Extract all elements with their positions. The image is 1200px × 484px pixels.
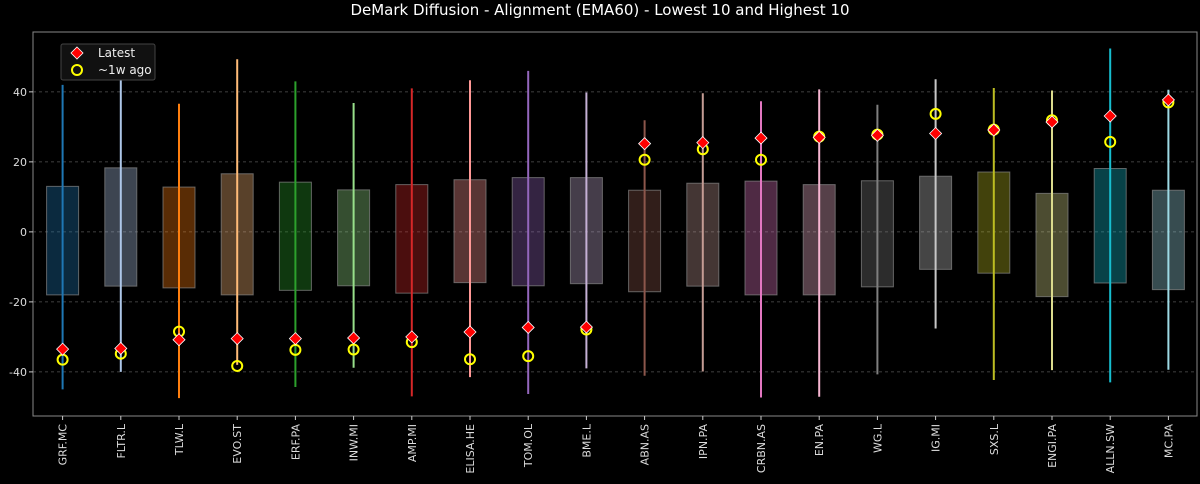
week-ago-point: [638, 153, 651, 166]
box-EVO.ST: [220, 59, 254, 372]
latest-point: [521, 320, 535, 335]
latest-point: [230, 332, 244, 346]
latest-point: [638, 137, 652, 151]
x-tick-label: BME.L: [580, 423, 593, 457]
box-EN.PA: [802, 89, 836, 397]
box-TLW.L: [162, 103, 196, 399]
box-IG.MI: [919, 79, 953, 329]
week-ago-point: [231, 359, 244, 372]
legend-label-latest: Latest: [98, 46, 135, 60]
latest-point: [347, 331, 361, 345]
x-tick-label: TLW.L: [173, 423, 186, 456]
x-tick-label: ALLN.SW: [1104, 424, 1117, 473]
x-tick-label: INW.MI: [348, 424, 361, 461]
x-tick-label: TOM.OL: [522, 423, 535, 468]
week-ago-point: [464, 353, 476, 366]
latest-point: [754, 131, 768, 145]
x-tick-label: SXS.L: [988, 423, 1001, 455]
x-tick-label: EN.PA: [813, 424, 826, 457]
x-tick-label: IPN.PA: [697, 424, 710, 460]
latest-point: [172, 333, 186, 347]
latest-point: [405, 330, 419, 344]
box-FLTR.L: [104, 74, 138, 372]
latest-point: [579, 320, 593, 334]
x-tick-label: ERF.PA: [289, 424, 302, 461]
box-AMP.MI: [395, 88, 429, 397]
box-MC.PA: [1151, 89, 1185, 370]
box-IPN.PA: [686, 93, 720, 372]
x-tick-label: ABN.AS: [639, 424, 652, 465]
chart-title: DeMark Diffusion - Alignment (EMA60) - L…: [350, 1, 849, 19]
plot-frame: [32, 31, 1198, 417]
y-tick-label: 0: [20, 226, 27, 239]
box-ABN.AS: [628, 120, 662, 376]
x-tick-label: CRBN.AS: [755, 424, 768, 473]
latest-point: [463, 325, 477, 339]
legend-label-week-ago: ~1w ago: [98, 63, 152, 77]
legend-circle-icon: [71, 64, 83, 76]
legend: Latest ~1w ago: [60, 43, 156, 81]
box-BME.L: [569, 92, 603, 369]
latest-point: [1161, 93, 1175, 107]
week-ago-point: [522, 350, 535, 363]
grid: [33, 91, 1197, 373]
x-tick-label: FLTR.L: [115, 423, 128, 458]
week-ago-point: [1104, 135, 1117, 148]
y-tick-label: 20: [13, 156, 27, 169]
box-ELISA.HE: [453, 80, 487, 378]
latest-point: [114, 341, 128, 356]
x-tick-label: MC.PA: [1162, 424, 1175, 459]
x-tick-label: EVO.ST: [231, 424, 244, 464]
legend-box: [60, 43, 156, 81]
y-axis: -40 -20 0 20 40: [9, 86, 33, 379]
latest-point: [929, 126, 943, 141]
box-GRF.MC: [46, 84, 80, 390]
x-tick-label: WG.L: [871, 423, 884, 453]
latest-point: [870, 128, 884, 142]
latest-point: [1045, 115, 1059, 129]
latest-point: [1103, 109, 1117, 123]
marks: [46, 48, 1185, 399]
box-ALLN.SW: [1093, 48, 1127, 383]
box-ENGI.PA: [1035, 90, 1069, 371]
y-tick-label: -20: [9, 296, 27, 309]
x-tick-label: IG.MI: [930, 424, 943, 452]
week-ago-point: [929, 107, 942, 120]
week-ago-point: [755, 153, 767, 166]
latest-point: [288, 332, 302, 346]
latest-point: [696, 136, 710, 150]
x-axis: GRF.MC FLTR.L TLW.L EVO.ST ERF.PA INW.MI AMP.M…: [57, 416, 1175, 474]
x-tick-label: AMP.MI: [406, 424, 419, 462]
latest-point: [56, 342, 70, 356]
x-tick-label: GRF.MC: [57, 424, 70, 466]
latest-point: [812, 130, 826, 144]
x-tick-label: ENGI.PA: [1046, 424, 1059, 468]
box-TOM.OL: [511, 70, 545, 394]
box-INW.MI: [337, 103, 371, 368]
box-WG.L: [860, 104, 894, 375]
box-SXS.L: [977, 88, 1011, 380]
latest-point: [987, 123, 1001, 137]
box-CRBN.AS: [744, 101, 778, 398]
y-tick-label: -40: [9, 366, 27, 379]
legend-diamond-icon: [70, 46, 84, 60]
y-tick-label: 40: [13, 86, 27, 99]
box-ERF.PA: [278, 81, 312, 387]
x-tick-label: ELISA.HE: [464, 424, 477, 474]
